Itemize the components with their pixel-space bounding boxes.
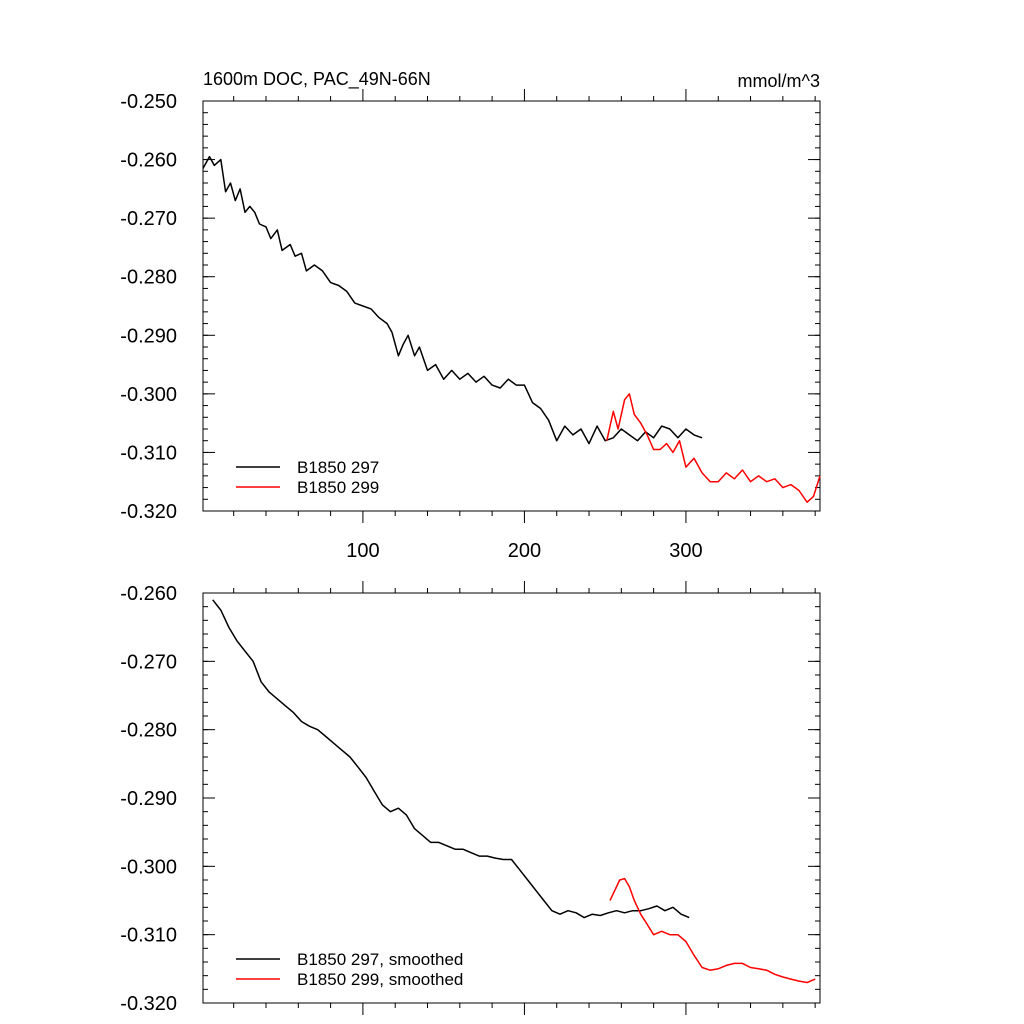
top-panel-units: mmol/m^3 xyxy=(738,71,820,91)
x-tick-label: 100 xyxy=(346,540,379,562)
top-panel: 1600m DOC, PAC_49N-66N mmol/m^3 -0.250-0… xyxy=(120,69,821,562)
series-line-1 xyxy=(609,877,816,984)
x-tick-label: 200 xyxy=(508,540,541,562)
y-tick-label: -0.310 xyxy=(120,925,177,947)
legend-label-1: B1850 299, smoothed xyxy=(297,970,463,989)
y-tick-label: -0.310 xyxy=(120,442,177,464)
y-tick-label: -0.270 xyxy=(120,208,177,230)
legend-label-1: B1850 299 xyxy=(297,478,379,497)
top-axis-ticks: -0.250 -0.260 -0.270 -0.280 -0.290 -0.300 -0.3… xyxy=(120,89,820,562)
y-tick-label: -0.260 xyxy=(120,583,177,605)
x-tick-label: 300 xyxy=(669,540,702,562)
series-line-1 xyxy=(606,393,821,503)
y-tick-label: -0.300 xyxy=(120,856,177,878)
series-line-0 xyxy=(202,155,703,445)
y-tick-label: -0.260 xyxy=(120,150,177,172)
top-panel-title: 1600m DOC, PAC_49N-66N xyxy=(203,69,431,90)
y-tick-label: -0.290 xyxy=(120,788,177,810)
bottom-panel: -0.260 -0.270 -0.280 -0.290 -0.300 -0.310 -0.3… xyxy=(120,581,821,1015)
y-tick-label: -0.280 xyxy=(120,720,177,742)
y-tick-label: -0.280 xyxy=(120,267,177,289)
y-tick-label: -0.320 xyxy=(120,993,177,1015)
y-tick-label: -0.290 xyxy=(120,325,177,347)
y-tick-label: -0.250 xyxy=(120,91,177,113)
legend-label-0: B1850 297, smoothed xyxy=(297,950,463,969)
y-tick-label: -0.320 xyxy=(120,501,177,523)
bottom-series-layer xyxy=(212,599,816,984)
bottom-axis-ticks: -0.260 -0.270 -0.280 -0.290 -0.300 -0.310 -0.3… xyxy=(120,581,820,1015)
top-plot-frame xyxy=(202,100,821,512)
y-tick-label: -0.300 xyxy=(120,384,177,406)
top-series-layer xyxy=(202,155,821,503)
y-tick-label: -0.270 xyxy=(120,651,177,673)
series-line-0 xyxy=(212,599,690,919)
legend-label-0: B1850 297 xyxy=(297,458,379,477)
